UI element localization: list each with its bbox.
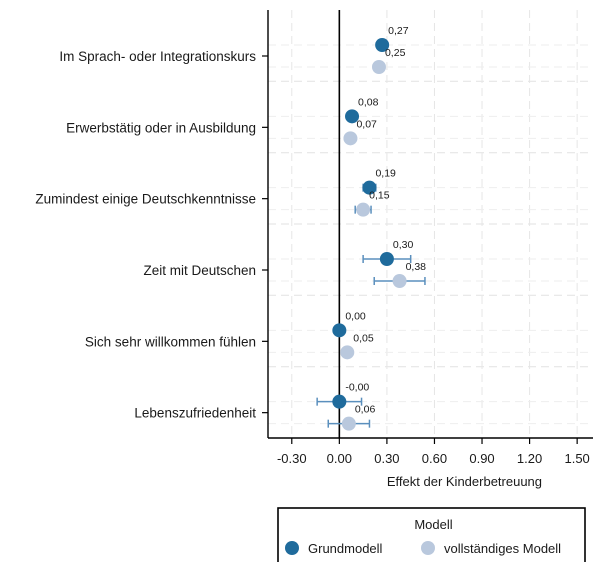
- value-label: 0,06: [355, 404, 376, 416]
- legend-label: vollständiges Modell: [444, 541, 561, 556]
- value-label: 0,15: [369, 190, 390, 202]
- point-vollstaendiges-modell: [371, 60, 386, 74]
- x-tick-label: 0.60: [422, 451, 447, 466]
- category-label: Erwerbstätig oder in Ausbildung: [66, 120, 256, 135]
- category-label: Zeit mit Deutschen: [143, 263, 256, 278]
- point-grundmodell: [332, 323, 347, 338]
- point-vollstaendiges-modell: [343, 131, 358, 146]
- x-axis-title: Effekt der Kinderbetreuung: [387, 474, 542, 489]
- value-label: -0,00: [345, 382, 369, 394]
- legend-marker: [285, 541, 299, 555]
- legend-items: Grundmodell vollständiges Modell: [285, 541, 561, 556]
- category-label: Lebenszufriedenheit: [134, 406, 256, 421]
- value-label: 0,19: [375, 168, 396, 180]
- x-tick-label: 1.20: [517, 451, 542, 466]
- x-tick-label: 0.90: [469, 451, 494, 466]
- category-labels: Im Sprach- oder Integrationskurs Erwerbst…: [35, 49, 256, 421]
- point-vollstaendiges-modell: [341, 416, 356, 431]
- value-label: 0,25: [385, 47, 406, 59]
- x-tick-label: 1.50: [564, 451, 589, 466]
- legend: Modell Grundmodell vollständiges Modell: [277, 507, 586, 562]
- value-label: 0,38: [406, 261, 427, 273]
- x-tick-labels: -0.30 0.00 0.30 0.60 0.90 1.20 1.50: [277, 451, 590, 466]
- value-label: 0,00: [345, 310, 366, 322]
- axes: [262, 10, 593, 444]
- point-grundmodell: [379, 252, 394, 266]
- category-label: Zumindest einige Deutschkenntnisse: [35, 192, 256, 207]
- point-vollstaendiges-modell: [356, 202, 371, 217]
- value-label: 0,27: [388, 25, 409, 37]
- category-label: Im Sprach- oder Integrationskurs: [59, 49, 256, 64]
- value-label: 0,08: [358, 96, 379, 108]
- legend-label: Grundmodell: [308, 541, 383, 556]
- x-tick-label: -0.30: [277, 451, 307, 466]
- legend-title: Modell: [414, 517, 452, 532]
- point-grundmodell: [345, 109, 360, 124]
- point-grundmodell: [332, 394, 347, 409]
- value-label: 0,05: [353, 332, 374, 344]
- category-separators: [268, 80, 593, 368]
- legend-marker: [421, 541, 435, 555]
- legend-box: [277, 507, 586, 562]
- point-grundmodell: [375, 38, 390, 52]
- data-marks: 0,27 0,08 0,19 0,30 0,00 -0,00 0,25 0,07 0,15 0,3…: [316, 25, 427, 431]
- point-vollstaendiges-modell: [340, 345, 355, 360]
- point-grundmodell: [362, 180, 377, 195]
- point-vollstaendiges-modell: [392, 274, 407, 288]
- value-label: 0,30: [393, 239, 414, 251]
- value-label: 0,07: [356, 118, 377, 130]
- x-tick-label: 0.30: [374, 451, 399, 466]
- x-tick-label: 0.00: [327, 451, 352, 466]
- category-label: Sich sehr willkommen fühlen: [85, 334, 256, 349]
